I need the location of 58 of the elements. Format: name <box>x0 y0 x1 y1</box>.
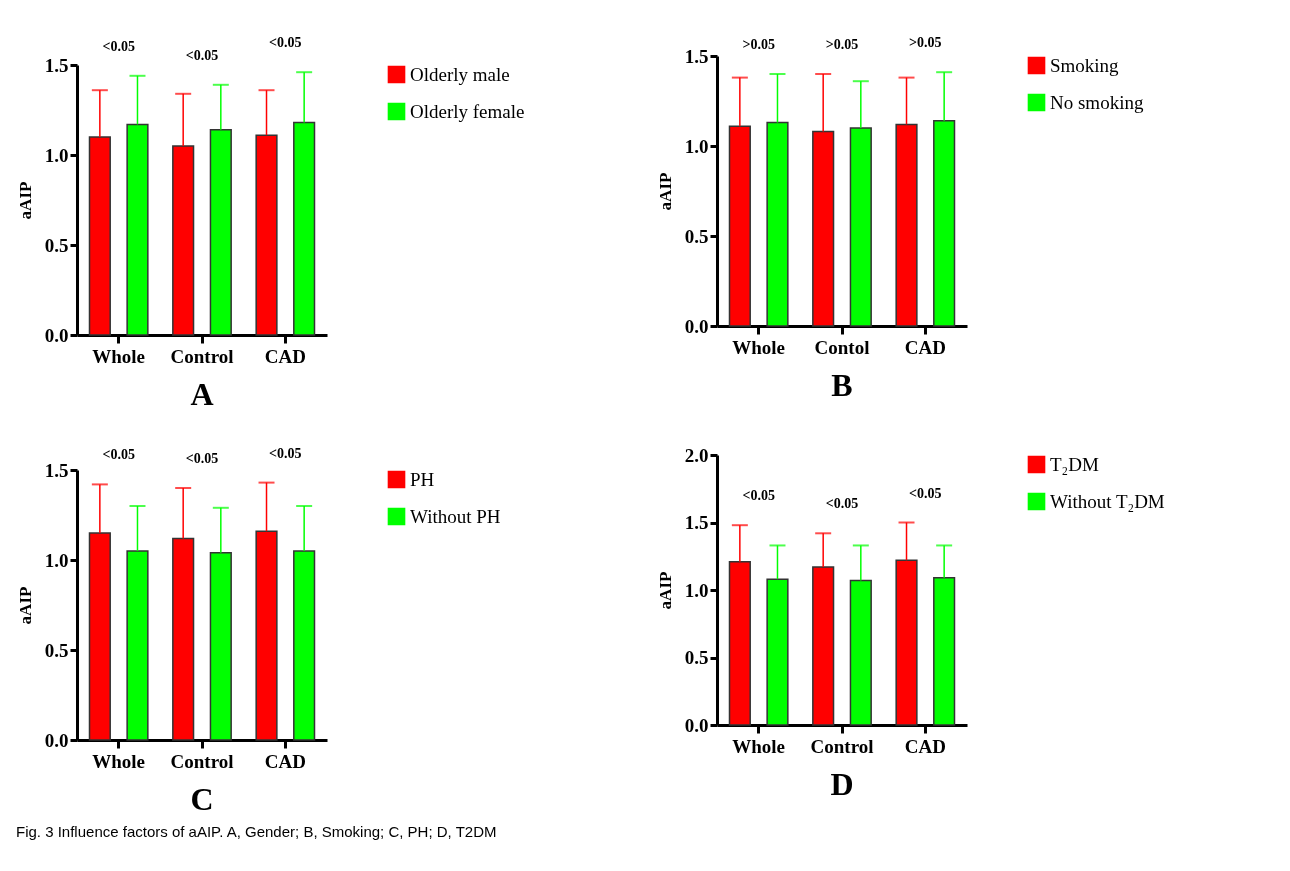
legend-label: No smoking <box>1050 91 1144 113</box>
x-tick-label: CAD <box>264 345 306 367</box>
y-axis-title: aAIP <box>655 172 675 211</box>
text: <0.05 <box>185 47 219 63</box>
y-tick-label: 0.5 <box>684 647 709 668</box>
y-tick-label: 0.5 <box>44 639 69 661</box>
text: >0.05 <box>909 35 942 51</box>
legend-label: PH <box>410 468 435 490</box>
text: A <box>190 376 214 412</box>
y-tick-label: 0.0 <box>44 729 69 751</box>
y-axis-title: aAIP <box>655 571 675 610</box>
y-tick-label: 1.0 <box>684 579 709 601</box>
y-tick-label: 0.0 <box>44 324 69 346</box>
y-tick-label: 1.5 <box>44 54 69 76</box>
text: <0.05 <box>102 38 135 54</box>
legend-label: Without PH <box>410 505 501 527</box>
annotation: <0.05 <box>909 485 942 501</box>
y-tick-label: 1.0 <box>684 135 709 157</box>
legend-label: Without T₂DM <box>1050 490 1165 512</box>
text: >0.05 <box>742 37 775 52</box>
legend-label: Olderly female <box>410 100 525 122</box>
legend-label: Smoking <box>1050 54 1120 76</box>
caption: Fig. 3 Influence factors of aAIP. A, Gender; B, Smoking; C, PH; D, T2DM <box>16 823 498 840</box>
y-axis-title: aAIP <box>15 586 35 625</box>
text: C <box>190 781 214 817</box>
x-tick-label: CAD <box>904 336 946 358</box>
x-tick-label: Control <box>810 735 874 757</box>
x-tick-label: Whole <box>92 750 146 772</box>
y-axis-title: aAIP <box>15 181 35 220</box>
legend-label: T₂DM <box>1050 453 1099 475</box>
annotation: <0.05 <box>825 496 859 512</box>
x-tick-label: Control <box>170 345 234 367</box>
y-tick-label: 1.0 <box>44 549 69 571</box>
annotation: <0.05 <box>742 488 775 504</box>
text: <0.05 <box>269 35 302 51</box>
x-tick-label: CAD <box>904 735 946 757</box>
text: D <box>830 766 854 802</box>
y-tick-label: 1.0 <box>44 144 69 166</box>
legend-label: Olderly male <box>410 63 510 85</box>
text: >0.05 <box>825 37 859 52</box>
x-tick-label: Whole <box>92 345 146 367</box>
text: <0.05 <box>185 451 219 466</box>
x-tick-label: CAD <box>264 750 306 772</box>
y-tick-label: 1.5 <box>44 459 69 481</box>
y-tick-label: 0.5 <box>44 234 69 256</box>
y-tick-label: 1.5 <box>684 45 709 67</box>
text: <0.05 <box>269 445 302 461</box>
text: B <box>831 367 853 403</box>
y-tick-label: 0.0 <box>684 315 709 337</box>
x-tick-label: Whole <box>732 735 786 757</box>
x-tick-label: Contol <box>814 336 870 358</box>
y-tick-label: 0.0 <box>684 714 709 736</box>
x-tick-label: Whole <box>732 336 786 358</box>
y-tick-label: 2.0 <box>684 444 709 466</box>
y-tick-label: 0.5 <box>684 225 709 247</box>
y-tick-label: 1.5 <box>684 512 709 533</box>
x-tick-label: Control <box>170 750 234 772</box>
text: <0.05 <box>102 447 135 463</box>
